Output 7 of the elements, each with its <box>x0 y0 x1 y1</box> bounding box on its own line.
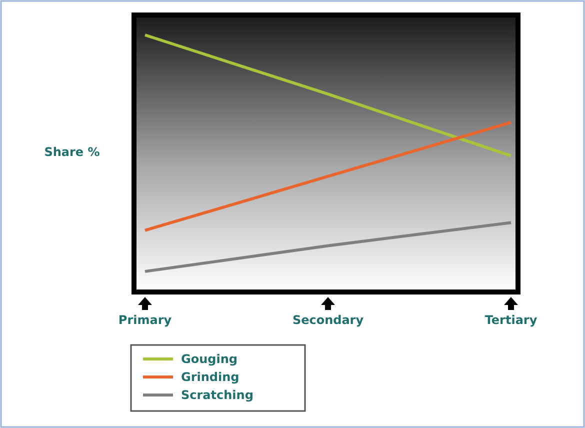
y-axis-title: Share % <box>44 145 100 159</box>
legend-label: Scratching <box>181 388 254 402</box>
x-tick-label: Secondary <box>292 313 364 327</box>
legend-label: Grinding <box>181 370 240 384</box>
x-tick-label: Tertiary <box>484 313 538 327</box>
x-tick-label: Primary <box>118 313 172 327</box>
legend-label: Gouging <box>181 352 238 366</box>
